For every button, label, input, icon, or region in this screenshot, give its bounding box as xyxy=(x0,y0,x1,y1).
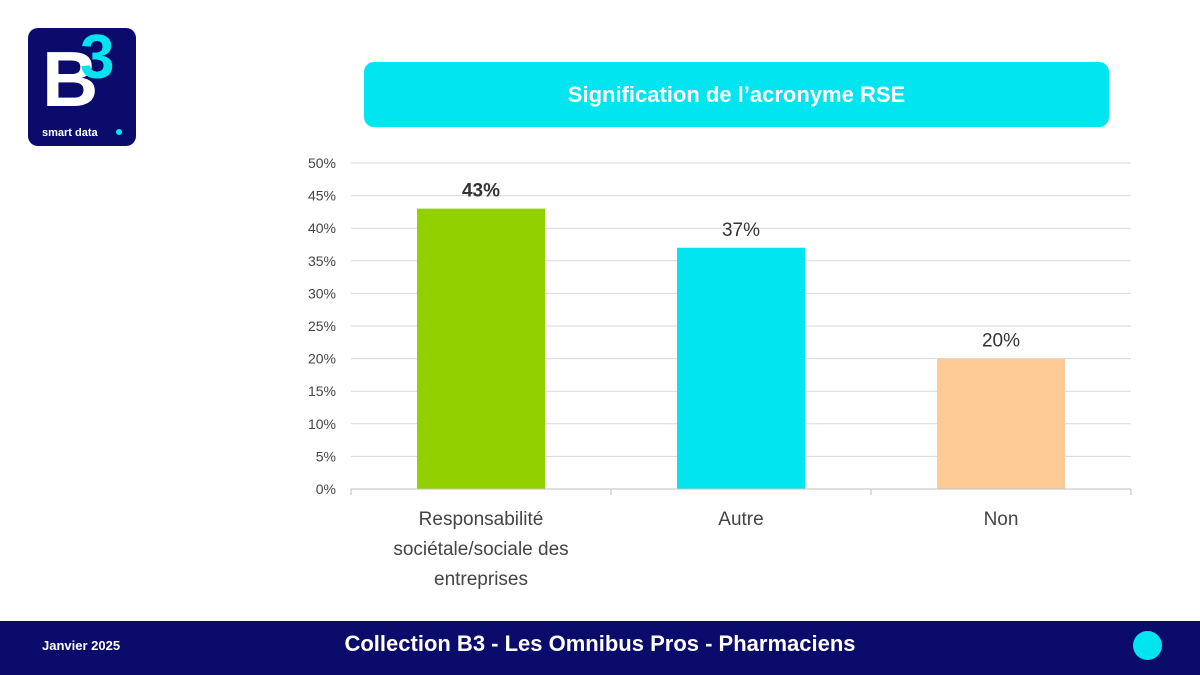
footer-title: Collection B3 - Les Omnibus Pros - Pharm… xyxy=(344,631,856,656)
footer-dot-icon xyxy=(1133,631,1162,660)
y-tick-label: 50% xyxy=(308,155,336,171)
category-label-1: Responsabilité sociétale/sociale des entre… xyxy=(393,509,568,590)
y-tick-label: 35% xyxy=(308,253,336,269)
category-label-3: Non xyxy=(984,509,1019,530)
bar-1 xyxy=(417,208,545,489)
category-label-line: Responsabilité xyxy=(419,509,544,530)
bars xyxy=(417,208,1065,489)
y-tick-label: 45% xyxy=(308,188,336,204)
footer-bar: Janvier 2025 Collection B3 - Les Omnibus… xyxy=(0,621,1200,675)
footer-date: Janvier 2025 xyxy=(42,638,121,653)
logo-background xyxy=(28,28,136,146)
category-label-line: Non xyxy=(984,509,1019,530)
bar-chart: 0% 5% 10% 15% 20% 25% 30% 35% 40% 45% 50% 43% 37% 20… xyxy=(308,155,1132,590)
y-tick-label: 10% xyxy=(308,416,336,432)
y-tick-label: 5% xyxy=(316,448,336,464)
y-tick-label: 40% xyxy=(308,220,336,236)
y-tick-label: 0% xyxy=(316,481,336,497)
chart-title: Signification de l’acronyme RSE xyxy=(567,81,906,107)
value-label-3: 20% xyxy=(982,331,1020,352)
logo-superscript: 3 xyxy=(80,23,114,92)
bar-3 xyxy=(937,358,1065,489)
logo-tagline: smart data xyxy=(42,127,99,139)
logo-letter: B xyxy=(42,35,98,123)
y-tick-label: 20% xyxy=(308,351,336,367)
category-label-line: sociétale/sociale des xyxy=(393,539,568,560)
b3-smart-data-logo: B 3 smart data xyxy=(28,23,136,146)
value-label-1: 43% xyxy=(462,181,500,202)
y-tick-label: 25% xyxy=(308,318,336,334)
category-label-line: Autre xyxy=(718,509,763,530)
value-labels: 43% 37% 20% xyxy=(462,181,1020,352)
logo-dot xyxy=(116,129,122,135)
x-axis: Responsabilité sociétale/sociale des entre… xyxy=(350,488,1132,590)
y-tick-label: 30% xyxy=(308,285,336,301)
y-axis-ticks: 0% 5% 10% 15% 20% 25% 30% 35% 40% 45% 50% xyxy=(308,155,336,497)
category-label-line: entreprises xyxy=(434,569,528,590)
y-tick-label: 15% xyxy=(308,383,336,399)
bar-2 xyxy=(677,247,805,489)
category-label-2: Autre xyxy=(718,509,763,530)
value-label-2: 37% xyxy=(722,220,760,241)
chart-title-banner: Signification de l’acronyme RSE xyxy=(364,62,1109,127)
